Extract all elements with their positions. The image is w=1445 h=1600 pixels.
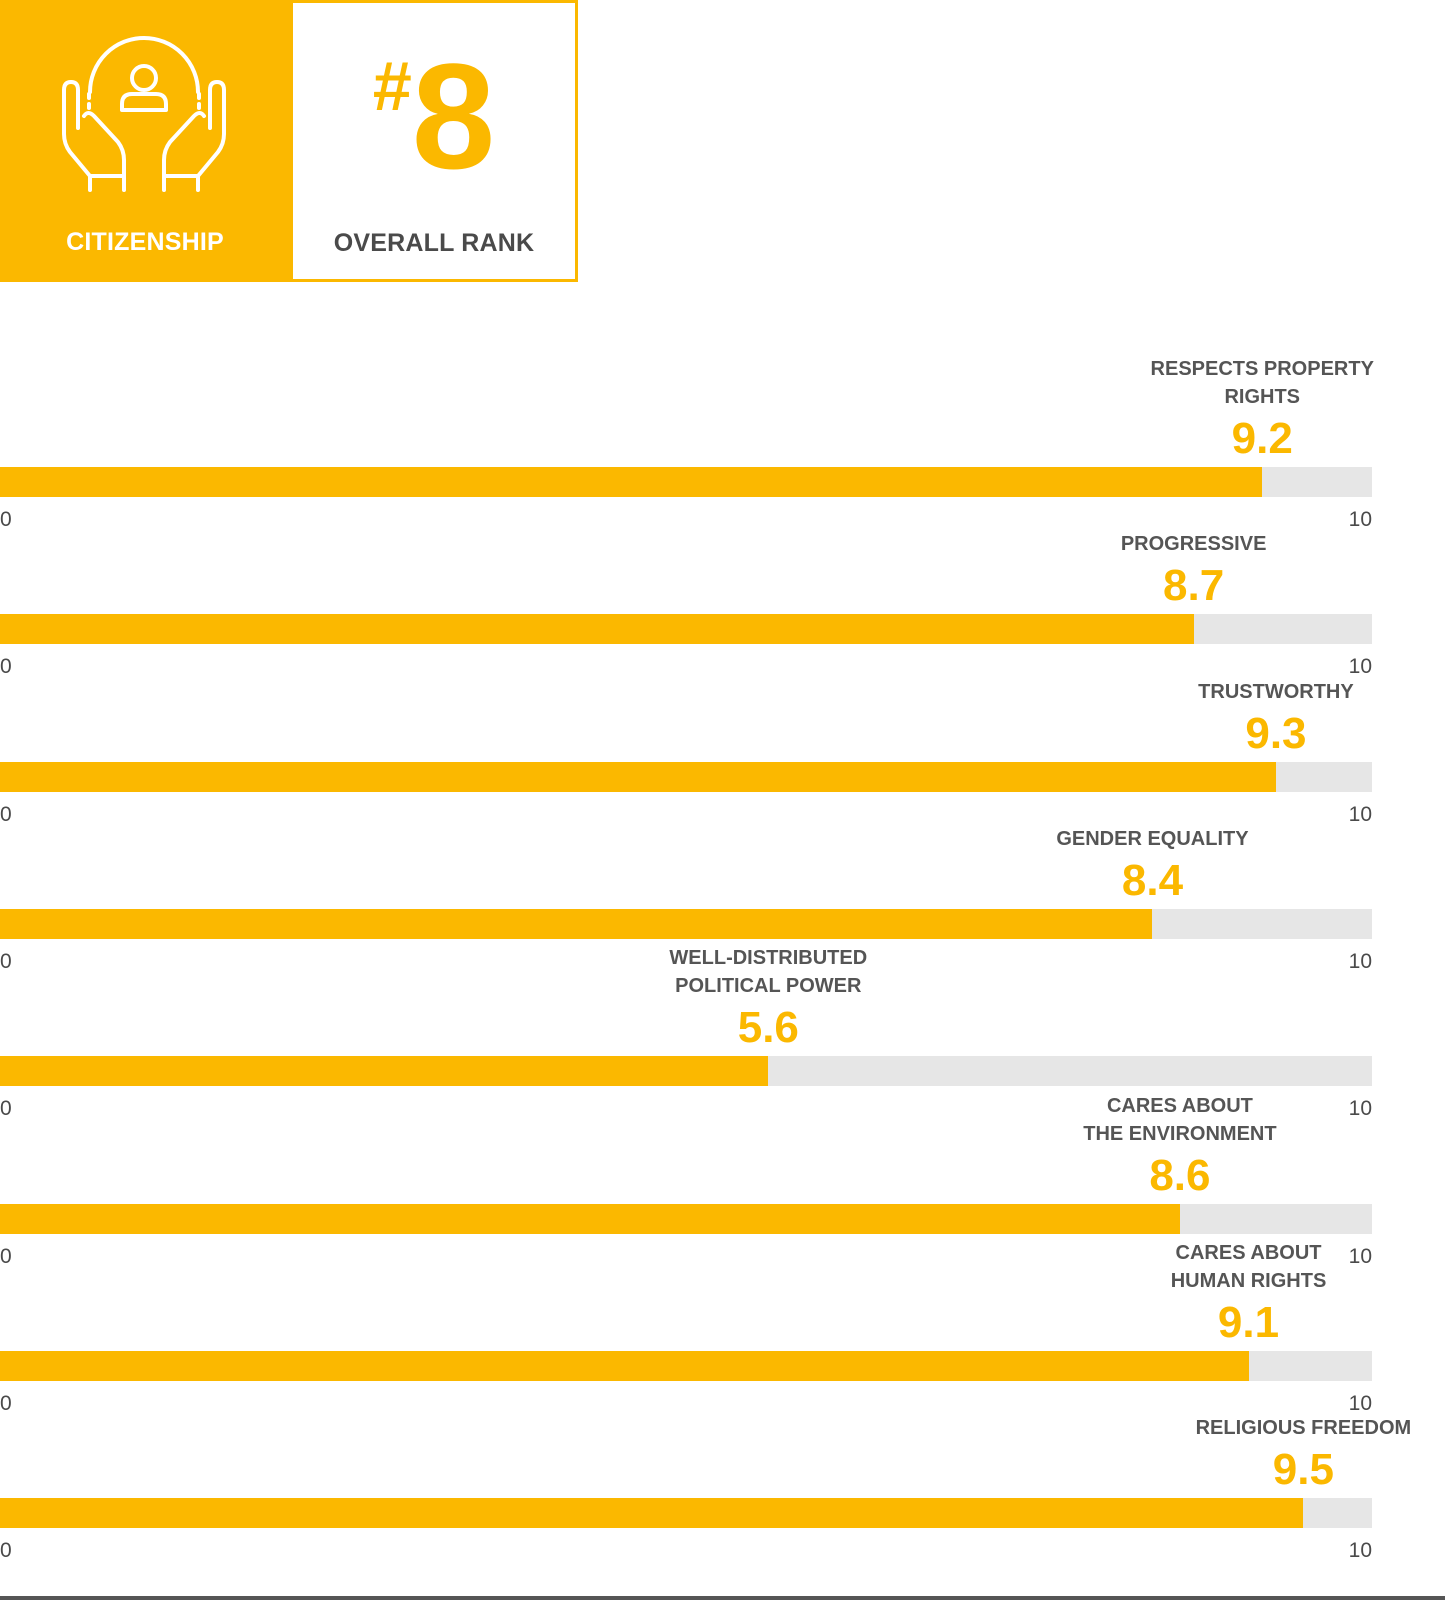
metric-bar-track [0,467,1372,497]
metric-bar [0,1056,769,1086]
rank-number: 8 [411,32,496,200]
metric-bar [0,1204,1180,1234]
axis-max-label: 10 [1348,1539,1372,1562]
metric-bar [0,1351,1249,1381]
axis-max-label: 10 [1348,950,1372,973]
category-label: CITIZENSHIP [66,228,224,256]
metric-value-label: 9.1 [1217,1298,1280,1347]
metric-row: TRUSTWORTHY 9.3 0 10 [0,0,1445,826]
rank-label: OVERALL RANK [333,229,535,257]
metric-bar [0,614,1194,644]
hands-holding-person-icon [62,36,226,192]
axis-min-label: 0 [0,508,12,531]
bottom-divider [0,1596,1445,1600]
metric-bar-track [0,614,1372,644]
metric-row: CARES ABOUT THE ENVIRONMENT 8.6 0 10 [0,0,1445,1268]
metric-row: CARES ABOUT HUMAN RIGHTS 9.1 0 10 [0,0,1445,1415]
metric-row: WELL-DISTRIBUTED POLITICAL POWER 5.6 0 10 [0,0,1445,1120]
metric-value-label: 8.4 [1121,856,1184,905]
metric-bar [0,762,1276,792]
rank-value: #8 [293,41,575,191]
metric-value-label: 9.3 [1245,709,1307,758]
axis-max-label: 10 [1348,1392,1372,1415]
metric-bar-track [0,909,1372,939]
metric-value-label: 8.6 [1149,1151,1211,1200]
category-badge: CITIZENSHIP [0,0,290,282]
metric-bar [0,467,1263,497]
metric-value-label: 5.6 [737,1003,799,1052]
metric-label: RESPECTS PROPERTY RIGHTS [1150,358,1374,408]
axis-min-label: 0 [0,1392,12,1415]
axis-max-label: 10 [1348,1245,1372,1268]
axis-min-label: 0 [0,1097,12,1120]
axis-min-label: 0 [0,950,12,973]
metric-bar-track [0,1351,1372,1381]
axis-min-label: 0 [0,1245,12,1268]
metric-label: CARES ABOUT HUMAN RIGHTS [1170,1242,1327,1292]
metric-label: CARES ABOUT THE ENVIRONMENT [1083,1095,1277,1145]
metric-row: RELIGIOUS FREEDOM 9.5 0 10 [0,0,1445,1562]
axis-max-label: 10 [1348,508,1372,531]
metric-label: WELL-DISTRIBUTED POLITICAL POWER [669,947,868,997]
metric-label: TRUSTWORTHY [1198,681,1354,703]
metric-label: PROGRESSIVE [1120,533,1267,555]
metric-label: GENDER EQUALITY [1056,828,1249,850]
metric-value-label: 8.7 [1163,561,1225,610]
metric-bar [0,909,1153,939]
metric-label: RELIGIOUS FREEDOM [1195,1417,1412,1439]
overall-rank-box: #8 OVERALL RANK [290,0,578,282]
metric-bar-track [0,1204,1372,1234]
metric-row: PROGRESSIVE 8.7 0 10 [0,0,1445,678]
metric-bar [0,1498,1304,1528]
metric-row: RESPECTS PROPERTY RIGHTS 9.2 0 10 [0,0,1445,531]
metric-bar-track [0,1056,1372,1086]
axis-max-label: 10 [1348,803,1372,826]
axis-max-label: 10 [1348,1097,1372,1120]
metric-bar-track [0,1498,1372,1528]
rank-hash: # [372,47,412,125]
metric-value-label: 9.5 [1272,1445,1334,1494]
axis-min-label: 0 [0,655,12,678]
axis-min-label: 0 [0,1539,12,1562]
axis-min-label: 0 [0,803,12,826]
axis-max-label: 10 [1348,655,1372,678]
metric-row: GENDER EQUALITY 8.4 0 10 [0,0,1445,973]
metric-value-label: 9.2 [1231,414,1293,463]
metric-bar-track [0,762,1372,792]
